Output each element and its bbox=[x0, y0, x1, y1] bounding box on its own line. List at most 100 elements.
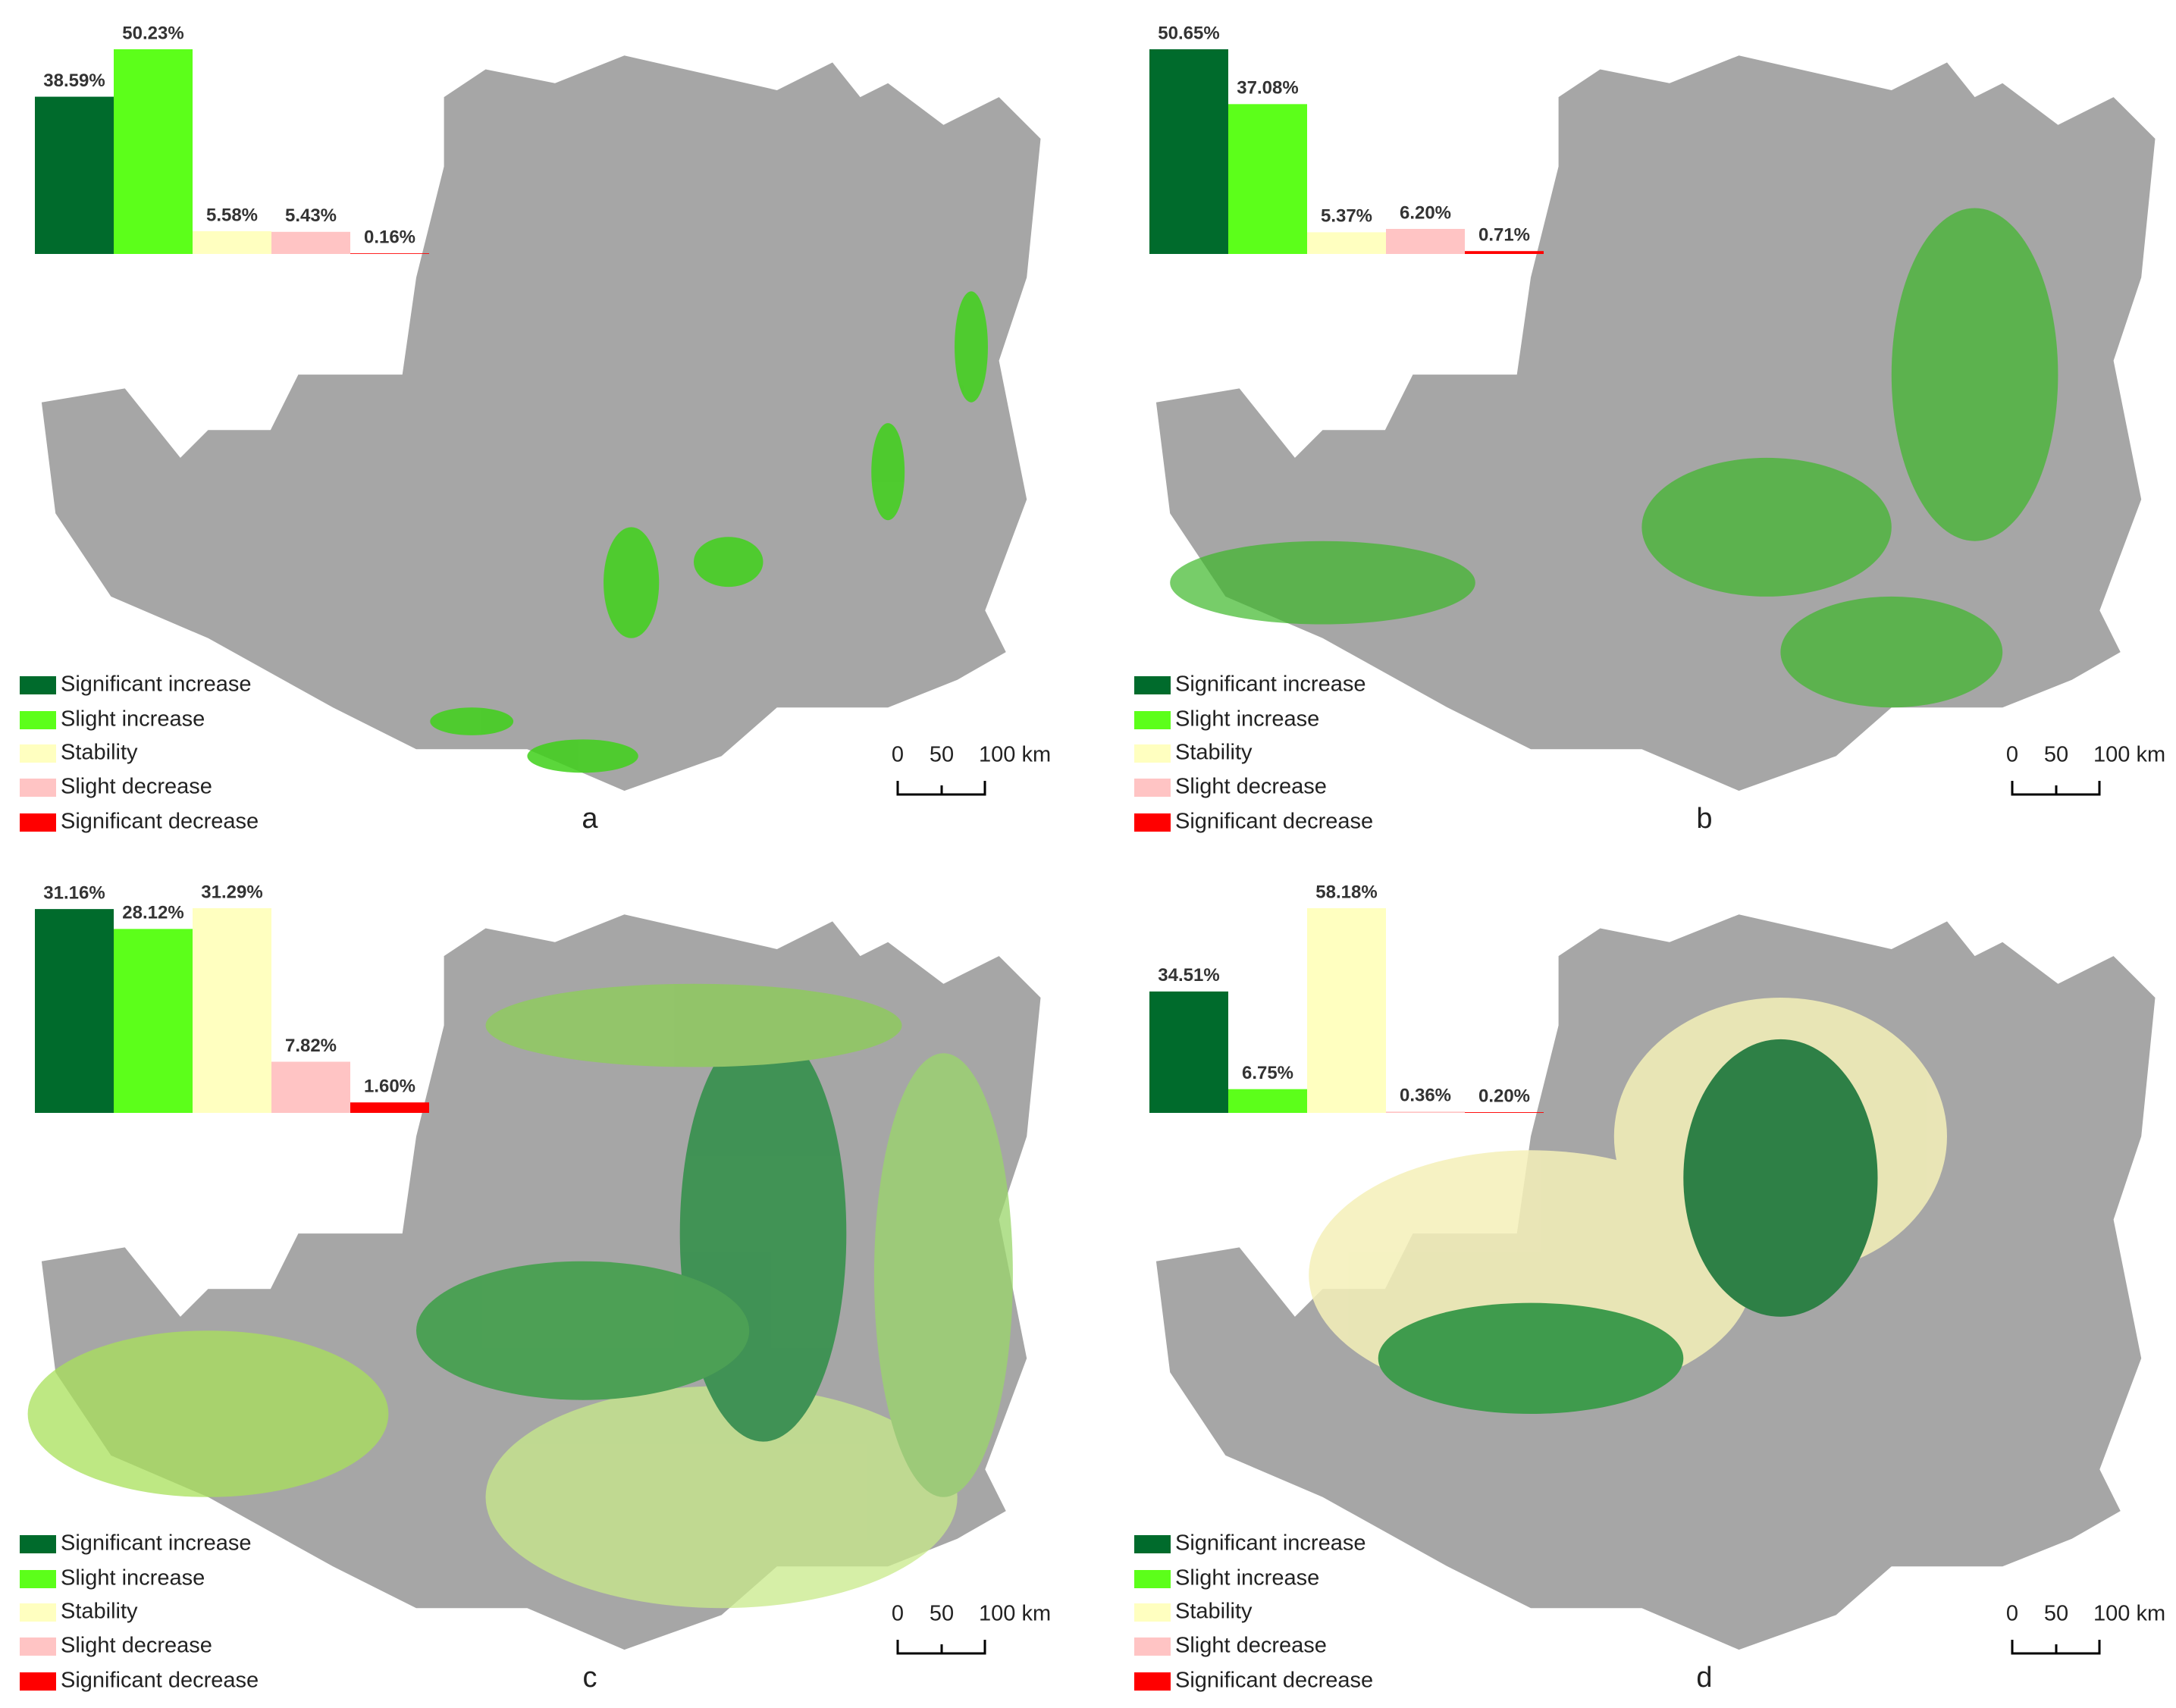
value-label: 34.51% bbox=[1158, 965, 1219, 986]
legend-swatch bbox=[20, 711, 56, 729]
scale-label: 50 bbox=[2044, 1602, 2068, 1626]
value-label: 5.58% bbox=[206, 205, 258, 225]
value-label: 0.71% bbox=[1478, 225, 1530, 246]
legend-swatch bbox=[1134, 1535, 1171, 1553]
legend-swatch bbox=[1134, 744, 1171, 763]
legend-label: Stability bbox=[61, 741, 138, 765]
scale-bar bbox=[2011, 781, 2101, 796]
legend-label: Slight decrease bbox=[1175, 775, 1327, 799]
legend-swatch bbox=[1134, 676, 1171, 694]
legend-swatch bbox=[1134, 813, 1171, 832]
panel-label: a bbox=[582, 803, 598, 835]
scale-label: 0 bbox=[2006, 1602, 2018, 1626]
bar bbox=[350, 1102, 429, 1113]
panel: 50.65% 37.08% 5.37% 6.20% 0.71% Significant i… bbox=[1134, 23, 2165, 835]
value-label: 0.16% bbox=[364, 227, 415, 247]
bar bbox=[271, 1061, 350, 1113]
bar bbox=[193, 231, 271, 254]
scale-bar bbox=[896, 1640, 986, 1655]
value-label: 31.16% bbox=[43, 882, 105, 903]
panel-label: d bbox=[1696, 1662, 1712, 1694]
scale-label: 0 bbox=[2006, 743, 2018, 767]
legend-swatch bbox=[1134, 1603, 1171, 1622]
value-label: 31.29% bbox=[201, 882, 262, 902]
scale-label: 100 km bbox=[2093, 743, 2165, 767]
legend-swatch bbox=[20, 1535, 56, 1553]
map bbox=[1155, 914, 2156, 1650]
legend-label: Stability bbox=[61, 1600, 138, 1624]
scale-label: 50 bbox=[930, 1602, 954, 1626]
value-label: 6.75% bbox=[1242, 1063, 1293, 1083]
legend-swatch bbox=[20, 744, 56, 763]
legend-label: Significant decrease bbox=[61, 810, 259, 834]
map bbox=[41, 55, 1041, 791]
scale-label: 100 km bbox=[979, 743, 1051, 767]
scale-bar bbox=[2011, 1640, 2101, 1655]
legend-swatch bbox=[20, 676, 56, 694]
legend-swatch bbox=[20, 813, 56, 832]
legend-label: Significant increase bbox=[1175, 672, 1365, 697]
value-label: 5.37% bbox=[1321, 206, 1372, 227]
panel-label: b bbox=[1696, 803, 1712, 835]
value-label: 50.23% bbox=[122, 23, 183, 43]
bar bbox=[193, 908, 271, 1113]
value-label: 0.20% bbox=[1478, 1086, 1530, 1106]
legend-label: Slight increase bbox=[1175, 707, 1319, 732]
value-label: 38.59% bbox=[43, 71, 105, 91]
value-label: 6.20% bbox=[1400, 202, 1451, 223]
bar bbox=[1386, 1111, 1465, 1113]
legend-label: Slight decrease bbox=[61, 1634, 212, 1658]
bar bbox=[35, 909, 114, 1113]
legend-swatch bbox=[20, 1672, 56, 1691]
bar bbox=[1149, 49, 1228, 254]
legend-label: Slight decrease bbox=[61, 775, 212, 799]
bar bbox=[1386, 228, 1465, 254]
legend-label: Slight decrease bbox=[1175, 1634, 1327, 1658]
value-label: 37.08% bbox=[1237, 78, 1298, 99]
legend-swatch bbox=[1134, 779, 1171, 797]
bar bbox=[1307, 908, 1386, 1113]
legend-swatch bbox=[1134, 1570, 1171, 1588]
value-label: 50.65% bbox=[1158, 23, 1219, 43]
bar bbox=[271, 231, 350, 254]
legend-swatch bbox=[20, 779, 56, 797]
legend-swatch bbox=[1134, 1672, 1171, 1691]
panel-label: c bbox=[583, 1662, 597, 1694]
panel: 34.51% 6.75% 58.18% 0.36% 0.20% Significant i… bbox=[1134, 882, 2165, 1694]
map bbox=[1155, 55, 2156, 791]
bar bbox=[1465, 1112, 1544, 1113]
scale-label: 0 bbox=[892, 743, 904, 767]
value-label: 5.43% bbox=[285, 205, 337, 226]
legend-label: Significant decrease bbox=[1175, 810, 1373, 834]
bar bbox=[1149, 991, 1228, 1113]
scale-label: 50 bbox=[2044, 743, 2068, 767]
value-label: 58.18% bbox=[1315, 882, 1377, 902]
legend-label: Slight increase bbox=[1175, 1566, 1319, 1590]
bar bbox=[1228, 104, 1307, 254]
bar bbox=[350, 253, 429, 254]
scale-label: 100 km bbox=[2093, 1602, 2165, 1626]
legend-swatch bbox=[1134, 711, 1171, 729]
legend-label: Slight increase bbox=[61, 707, 205, 732]
bar bbox=[1307, 232, 1386, 254]
scale-label: 100 km bbox=[979, 1602, 1051, 1626]
scale-label: 0 bbox=[892, 1602, 904, 1626]
bar bbox=[114, 49, 193, 254]
value-label: 0.36% bbox=[1400, 1086, 1451, 1106]
bar bbox=[114, 929, 193, 1113]
legend-swatch bbox=[20, 1603, 56, 1622]
bar bbox=[1228, 1089, 1307, 1113]
panel: 38.59% 50.23% 5.58% 5.43% 0.16% Significant i… bbox=[20, 23, 1051, 835]
legend-label: Stability bbox=[1175, 1600, 1253, 1624]
legend-label: Significant decrease bbox=[1175, 1669, 1373, 1693]
value-label: 1.60% bbox=[364, 1077, 415, 1097]
value-label: 7.82% bbox=[285, 1036, 337, 1056]
legend-label: Significant decrease bbox=[61, 1669, 259, 1693]
legend-swatch bbox=[20, 1637, 56, 1656]
legend-swatch bbox=[20, 1570, 56, 1588]
legend-label: Significant increase bbox=[1175, 1531, 1365, 1556]
legend-label: Significant increase bbox=[61, 1531, 251, 1556]
value-label: 28.12% bbox=[122, 903, 183, 923]
bar bbox=[1465, 251, 1544, 254]
